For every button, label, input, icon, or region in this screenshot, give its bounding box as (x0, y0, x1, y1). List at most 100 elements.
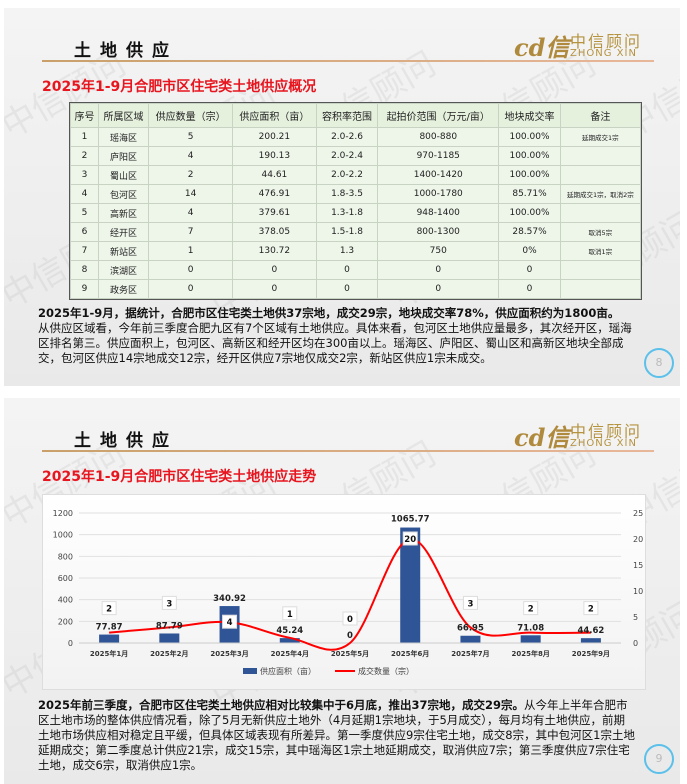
table-cell: 85.71% (498, 184, 561, 204)
right-axis-tick: 5 (633, 613, 638, 622)
table-cell (559, 203, 642, 223)
table-cell: 1 (70, 127, 99, 147)
table-cell: 0 (148, 279, 233, 299)
land-supply-table: 序号 所属区域 供应数量（宗） 供应面积（亩） 容积率范围 起拍价范围（万元/亩） 地块成交… (69, 102, 642, 300)
x-axis-tick: 2025年9月 (572, 649, 610, 658)
bar (580, 638, 601, 643)
table-cell: 0 (377, 279, 500, 299)
line-label-box (523, 601, 539, 616)
table-row: 6 经开区 7 378.05 1.5-1.8 800-1300 28.57% 取消5宗 (70, 222, 642, 242)
table-cell (559, 260, 642, 280)
table-cell: 1.3 (315, 241, 379, 261)
table-cell: 1.3-1.8 (315, 203, 379, 223)
title-divider (42, 60, 654, 62)
x-axis-tick: 2025年2月 (150, 649, 188, 658)
summary-text: 2025年1-9月，据统计，合肥市区住宅类土地供37宗地，成交29宗，地块成交率… (38, 306, 636, 366)
table-cell: 0 (231, 279, 317, 299)
table-cell: 庐阳区 (97, 146, 150, 166)
line-label-box (282, 606, 298, 621)
table-cell: 5 (148, 127, 233, 147)
brand-logo: cd信 中信顾问 ZHONG XIN (514, 418, 654, 452)
logo-cn: 中信顾问 (570, 32, 643, 51)
table-cell: 0% (498, 241, 561, 261)
bar-value-label: 87.79 (156, 621, 183, 631)
table-cell: 2.0-2.6 (315, 127, 379, 147)
table-cell (559, 165, 642, 185)
bar-value-label: 1065.77 (391, 515, 430, 525)
bar-value-label: 45.24 (276, 626, 303, 636)
table-row: 9 政务区 0 0 0 0 0 (70, 279, 642, 299)
table-cell (559, 146, 642, 166)
bar (520, 635, 541, 643)
table-cell: 经开区 (97, 222, 150, 242)
x-axis-tick: 2025年6月 (391, 649, 429, 658)
table-cell: 4 (148, 203, 233, 223)
table-row: 5 高新区 4 379.61 1.3-1.8 948-1400 100.00% (70, 203, 642, 223)
bar-value-label: 44.62 (577, 626, 604, 636)
table-cell: 0 (377, 260, 500, 280)
line-value-label: 3 (467, 599, 473, 609)
summary-bold: 2025年1-9月，据统计，合肥市区住宅类土地供37宗地，成交29宗，地块成交率… (38, 306, 620, 320)
right-axis-tick: 15 (633, 561, 643, 570)
table-cell: 取消5宗 (559, 222, 642, 242)
bar-value-label: 66.95 (457, 624, 484, 634)
bar-value-label: 0 (347, 631, 353, 641)
logo-cn: 中信顾问 (570, 422, 643, 441)
page-number: 8 (644, 348, 674, 378)
table-cell: 3 (70, 165, 99, 185)
x-axis-tick: 2025年1月 (90, 649, 128, 658)
table-cell: 44.61 (231, 165, 317, 185)
slide-subtitle: 2025年1-9月合肥市区住宅类土地供应概况 (42, 79, 317, 95)
table-cell: 0 (498, 279, 561, 299)
table-cell: 0 (231, 260, 317, 280)
table-cell: 190.13 (231, 146, 317, 166)
table-cell: 4 (148, 146, 233, 166)
table-cell: 延期成交1宗，取消2宗 (559, 184, 642, 204)
page-number: 9 (644, 744, 674, 774)
line-label-box (161, 595, 177, 610)
table-cell: 高新区 (97, 203, 150, 223)
table-cell: 滨湖区 (97, 260, 150, 280)
bar (460, 635, 481, 643)
table-row: 2 庐阳区 4 190.13 2.0-2.4 970-1185 100.00% (70, 146, 642, 166)
column-header: 起拍价范围（万元/亩） (377, 103, 500, 128)
left-axis-tick: 0 (68, 639, 73, 648)
bar-value-label: 71.08 (517, 623, 544, 633)
table-cell: 1000-1780 (377, 184, 500, 204)
table-cell: 378.05 (231, 222, 317, 242)
line-value-label: 1 (287, 610, 293, 620)
table-cell: 新站区 (97, 241, 150, 261)
line-value-label: 20 (404, 535, 416, 545)
line-value-label: 4 (227, 618, 233, 628)
line-label-box (101, 601, 117, 616)
left-axis-tick: 600 (58, 574, 73, 583)
x-axis-tick: 2025年7月 (451, 649, 489, 658)
column-header: 地块成交率 (498, 103, 561, 128)
line-value-label: 3 (166, 599, 172, 609)
column-header: 供应面积（亩） (231, 103, 317, 128)
table-cell: 7 (148, 222, 233, 242)
left-axis-tick: 200 (58, 617, 73, 626)
x-axis-tick: 2025年5月 (331, 649, 369, 658)
x-axis-tick: 2025年8月 (511, 649, 549, 658)
section-title: 土地供应 (74, 431, 178, 451)
x-axis-tick: 2025年4月 (271, 649, 309, 658)
table-cell: 130.72 (231, 241, 317, 261)
table-cell: 14 (148, 184, 233, 204)
right-axis-tick: 20 (633, 535, 643, 544)
table-cell: 1 (148, 241, 233, 261)
line-value-label: 2 (528, 605, 534, 615)
bar-value-label: 77.87 (96, 623, 123, 633)
bar (279, 638, 300, 643)
bar-value-label: 340.92 (213, 594, 246, 604)
line-label-box (462, 595, 478, 610)
table-cell: 6 (70, 222, 99, 242)
table-cell: 取消1宗 (559, 241, 642, 261)
table-cell: 948-1400 (377, 203, 500, 223)
table-cell: 0 (498, 260, 561, 280)
table-cell: 1.8-3.5 (315, 184, 379, 204)
table-cell: 瑶海区 (97, 127, 150, 147)
summary-body: 从今年上半年合肥市区土地市场的整体供应情况看，除了5月无新供应土地外（4月延期1… (38, 698, 635, 772)
legend-bar-swatch (243, 668, 257, 674)
column-header: 备注 (559, 103, 642, 128)
